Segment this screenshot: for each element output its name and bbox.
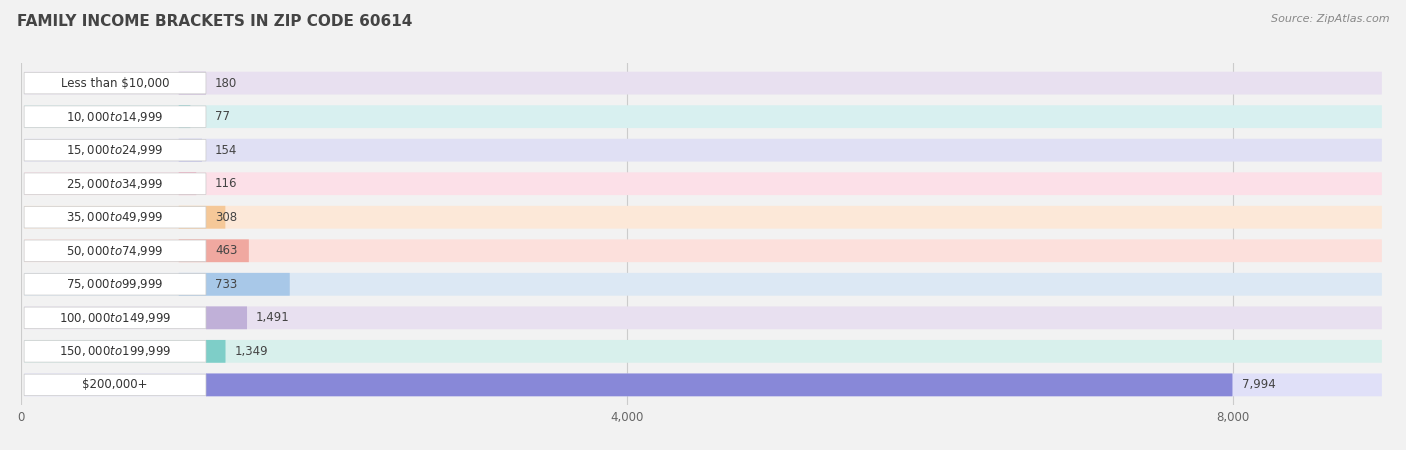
Text: 308: 308 xyxy=(215,211,238,224)
Text: Less than $10,000: Less than $10,000 xyxy=(60,76,169,90)
Text: $10,000 to $14,999: $10,000 to $14,999 xyxy=(66,110,163,124)
FancyBboxPatch shape xyxy=(24,340,1382,363)
Text: 733: 733 xyxy=(215,278,238,291)
Text: $75,000 to $99,999: $75,000 to $99,999 xyxy=(66,277,163,291)
FancyBboxPatch shape xyxy=(24,139,1382,162)
FancyBboxPatch shape xyxy=(179,206,225,229)
FancyBboxPatch shape xyxy=(179,139,202,162)
Text: 1,349: 1,349 xyxy=(235,345,269,358)
FancyBboxPatch shape xyxy=(24,172,1382,195)
FancyBboxPatch shape xyxy=(24,341,205,362)
Text: 180: 180 xyxy=(215,76,238,90)
FancyBboxPatch shape xyxy=(179,72,205,94)
FancyBboxPatch shape xyxy=(24,274,205,295)
FancyBboxPatch shape xyxy=(179,172,197,195)
FancyBboxPatch shape xyxy=(24,207,205,228)
FancyBboxPatch shape xyxy=(24,106,205,127)
FancyBboxPatch shape xyxy=(24,72,205,94)
FancyBboxPatch shape xyxy=(24,273,1382,296)
FancyBboxPatch shape xyxy=(24,240,205,261)
Text: Source: ZipAtlas.com: Source: ZipAtlas.com xyxy=(1271,14,1389,23)
Text: 154: 154 xyxy=(215,144,238,157)
Text: $35,000 to $49,999: $35,000 to $49,999 xyxy=(66,210,163,224)
FancyBboxPatch shape xyxy=(24,374,1382,396)
Text: FAMILY INCOME BRACKETS IN ZIP CODE 60614: FAMILY INCOME BRACKETS IN ZIP CODE 60614 xyxy=(17,14,412,28)
FancyBboxPatch shape xyxy=(24,173,205,194)
Text: 116: 116 xyxy=(215,177,238,190)
FancyBboxPatch shape xyxy=(24,374,205,396)
FancyBboxPatch shape xyxy=(179,239,249,262)
Text: 77: 77 xyxy=(215,110,231,123)
FancyBboxPatch shape xyxy=(205,306,247,329)
FancyBboxPatch shape xyxy=(24,307,205,328)
Text: $100,000 to $149,999: $100,000 to $149,999 xyxy=(59,311,172,325)
Text: 7,994: 7,994 xyxy=(1241,378,1275,392)
FancyBboxPatch shape xyxy=(179,105,190,128)
Text: 1,491: 1,491 xyxy=(256,311,290,324)
Text: $200,000+: $200,000+ xyxy=(83,378,148,392)
Text: $50,000 to $74,999: $50,000 to $74,999 xyxy=(66,244,163,258)
Text: $25,000 to $34,999: $25,000 to $34,999 xyxy=(66,177,163,191)
FancyBboxPatch shape xyxy=(205,340,225,363)
Text: 463: 463 xyxy=(215,244,238,257)
FancyBboxPatch shape xyxy=(179,273,290,296)
Text: $150,000 to $199,999: $150,000 to $199,999 xyxy=(59,344,172,358)
FancyBboxPatch shape xyxy=(24,105,1382,128)
Text: $15,000 to $24,999: $15,000 to $24,999 xyxy=(66,143,163,157)
FancyBboxPatch shape xyxy=(205,374,1233,396)
FancyBboxPatch shape xyxy=(24,72,1382,94)
FancyBboxPatch shape xyxy=(24,239,1382,262)
FancyBboxPatch shape xyxy=(24,140,205,161)
FancyBboxPatch shape xyxy=(24,306,1382,329)
FancyBboxPatch shape xyxy=(24,206,1382,229)
